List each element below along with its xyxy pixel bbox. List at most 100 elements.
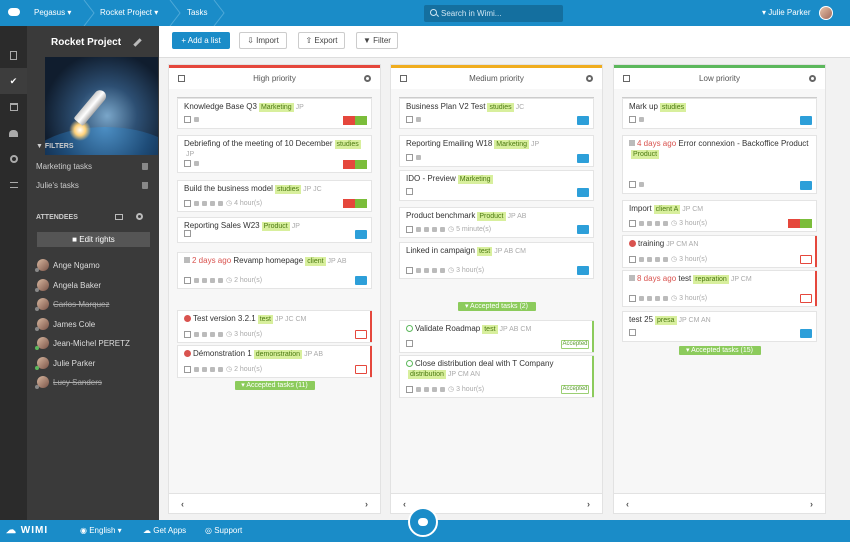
gear-icon[interactable] xyxy=(809,75,816,82)
task-card[interactable]: Reporting Emailing W18 Marketing JP xyxy=(399,135,594,167)
validate-icon[interactable] xyxy=(355,230,367,239)
task-checkbox[interactable] xyxy=(184,276,191,284)
chevron-right-icon[interactable]: › xyxy=(365,499,368,509)
accepted-tasks-toggle[interactable]: ▾ Accepted tasks (15) xyxy=(678,346,761,355)
refresh-icon[interactable] xyxy=(355,330,367,339)
attendee-item[interactable]: Carlos Marquez xyxy=(33,298,153,312)
refresh-icon[interactable] xyxy=(355,365,367,374)
task-checkbox[interactable] xyxy=(184,365,191,373)
gear-icon[interactable] xyxy=(136,213,143,220)
vote-badge[interactable] xyxy=(343,199,367,208)
task-checkbox[interactable] xyxy=(406,225,413,233)
vote-badge[interactable] xyxy=(343,160,367,169)
task-card[interactable]: Business Plan V2 Test studies JC xyxy=(399,98,594,129)
validate-icon[interactable] xyxy=(577,154,589,163)
validate-icon[interactable] xyxy=(800,116,812,125)
settings-icon[interactable] xyxy=(0,146,27,172)
task-checkbox[interactable] xyxy=(629,255,636,263)
breadcrumb-tasks[interactable]: Tasks xyxy=(187,8,208,17)
task-card[interactable]: test 25 presa JP CM AN xyxy=(622,311,817,342)
task-card[interactable]: training JP CM AN ◷ 3 hour(s) xyxy=(622,235,817,268)
task-tag[interactable]: client xyxy=(305,257,326,266)
select-all-checkbox[interactable] xyxy=(400,75,407,82)
tasks-icon[interactable]: ✔ xyxy=(0,68,27,94)
attendee-item[interactable]: Jean-Michel PERETZ xyxy=(33,337,153,351)
task-checkbox[interactable] xyxy=(406,340,413,347)
task-checkbox[interactable] xyxy=(406,266,413,274)
task-tag[interactable]: Product xyxy=(261,222,290,231)
task-card[interactable]: IDO - Preview Marketing xyxy=(399,170,594,201)
task-tag[interactable]: reparation xyxy=(693,275,729,284)
task-tag[interactable]: client A xyxy=(653,205,681,214)
chat-button[interactable] xyxy=(408,507,438,537)
gear-icon[interactable] xyxy=(586,75,593,82)
support-link[interactable]: ◎ Support xyxy=(205,520,242,542)
task-checkbox[interactable] xyxy=(629,329,636,336)
task-card[interactable]: Build the business model studies JP JC ◷ 4 … xyxy=(177,180,372,212)
import-button[interactable]: ⇩ Import xyxy=(239,32,287,49)
task-card[interactable]: Test version 3.2.1 test JP JC CM ◷ 3 hour(s… xyxy=(177,310,372,343)
validate-icon[interactable] xyxy=(800,329,812,338)
add-list-button[interactable]: + Add a list xyxy=(172,32,230,49)
task-card[interactable]: Reporting Sales W23 Product JP xyxy=(177,217,372,243)
task-card[interactable]: Product benchmark Product JP AB ◷ 5 minute(… xyxy=(399,207,594,238)
accepted-tasks-toggle[interactable]: ▾ Accepted tasks (11) xyxy=(234,381,315,390)
task-tag[interactable]: presa xyxy=(655,316,677,325)
task-card[interactable]: Démonstration 1 demonstration JP AB ◷ 2 hou… xyxy=(177,345,372,378)
task-checkbox[interactable] xyxy=(406,385,413,393)
calendar-icon[interactable] xyxy=(0,94,27,120)
language-selector[interactable]: ◉ English ▾ xyxy=(80,526,122,535)
attendee-item[interactable]: Angela Baker xyxy=(33,279,153,293)
task-card[interactable]: 4 days ago Error connexion - Backoffice … xyxy=(622,135,817,194)
filter-item-julie[interactable]: Julie's tasks xyxy=(36,181,148,190)
wimi-logo[interactable]: ☁ WIMI xyxy=(6,520,48,542)
task-card[interactable]: Validate Roadmap test JP AB CM Accepted xyxy=(399,320,594,353)
search-input[interactable]: Search in Wimi... xyxy=(424,5,563,22)
edit-pencil-icon[interactable] xyxy=(133,38,142,47)
trash-icon[interactable] xyxy=(142,182,148,189)
task-checkbox[interactable] xyxy=(406,116,413,123)
task-tag[interactable]: studies xyxy=(487,103,514,112)
validate-icon[interactable] xyxy=(577,188,589,197)
select-all-checkbox[interactable] xyxy=(623,75,630,82)
trash-icon[interactable] xyxy=(142,163,148,170)
task-checkbox[interactable] xyxy=(629,294,636,302)
validate-icon[interactable] xyxy=(577,225,589,234)
task-tag[interactable]: Marketing xyxy=(258,103,294,112)
get-apps-link[interactable]: ☁ Get Apps xyxy=(143,520,186,542)
task-tag[interactable]: studies xyxy=(274,185,302,194)
validate-icon[interactable] xyxy=(355,276,367,285)
validate-icon[interactable] xyxy=(577,116,589,125)
mail-icon[interactable] xyxy=(115,214,123,220)
task-checkbox[interactable] xyxy=(184,199,191,207)
export-button[interactable]: ⇧ Export xyxy=(298,32,345,49)
user-menu[interactable]: ▾ Julie Parker xyxy=(762,8,811,17)
filter-item-marketing[interactable]: Marketing tasks xyxy=(36,162,148,171)
gear-icon[interactable] xyxy=(364,75,371,82)
task-checkbox[interactable] xyxy=(184,116,191,123)
task-checkbox[interactable] xyxy=(629,219,636,227)
vote-badge[interactable] xyxy=(788,219,812,228)
task-card[interactable]: Mark up studies xyxy=(622,98,817,129)
vote-badge[interactable] xyxy=(343,116,367,125)
task-card[interactable]: Debriefing of the meeting of 10 December… xyxy=(177,135,372,173)
cloud-icon[interactable] xyxy=(8,8,20,16)
attendee-item[interactable]: Ange Ngamo xyxy=(33,259,153,273)
task-tag[interactable]: test xyxy=(257,315,273,324)
task-tag[interactable]: Marketing xyxy=(494,140,529,149)
attendee-item[interactable]: James Cole xyxy=(33,318,153,332)
accepted-tasks-toggle[interactable]: ▾ Accepted tasks (2) xyxy=(457,302,536,311)
task-card[interactable]: 8 days ago test reparation JP CM ◷ 3 hour(s… xyxy=(622,270,817,307)
chevron-left-icon[interactable]: ‹ xyxy=(626,499,629,509)
task-checkbox[interactable] xyxy=(184,230,191,237)
list-icon[interactable] xyxy=(0,172,27,198)
task-tag[interactable]: demonstration xyxy=(253,350,303,359)
edit-rights-button[interactable]: ■ Edit rights xyxy=(37,232,150,247)
task-tag[interactable]: test xyxy=(482,325,498,334)
select-all-checkbox[interactable] xyxy=(178,75,185,82)
chevron-left-icon[interactable]: ‹ xyxy=(403,499,406,509)
task-card[interactable]: Close distribution deal with T Company di… xyxy=(399,355,594,398)
documents-icon[interactable] xyxy=(0,42,27,68)
task-checkbox[interactable] xyxy=(629,181,636,188)
task-card[interactable]: 2 days ago Revamp homepage client JP AB ◷ 2… xyxy=(177,252,372,289)
